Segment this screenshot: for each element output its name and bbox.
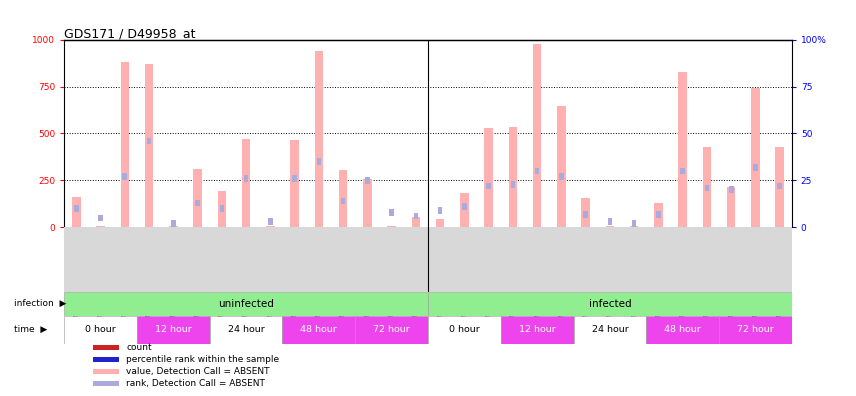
Bar (242, 139, 250, 227)
Bar (98, 215, 103, 221)
Text: 24 hour: 24 hour (228, 325, 265, 334)
Text: 12 hour: 12 hour (519, 325, 556, 334)
Bar (557, 106, 566, 227)
Text: time  ▶: time ▶ (14, 325, 47, 334)
Bar (72, 197, 80, 227)
Bar (145, 64, 153, 227)
Bar (501, 316, 574, 344)
Bar (290, 140, 299, 227)
Bar (533, 44, 541, 227)
Bar (776, 147, 784, 227)
Bar (93, 345, 119, 350)
Text: 0 hour: 0 hour (86, 325, 116, 334)
Bar (486, 183, 491, 189)
Bar (137, 316, 210, 344)
Bar (461, 192, 468, 227)
Text: 12 hour: 12 hour (155, 325, 192, 334)
Text: rank, Detection Call = ABSENT: rank, Detection Call = ABSENT (126, 379, 265, 388)
Bar (428, 292, 792, 316)
Text: uninfected: uninfected (218, 299, 274, 309)
Bar (510, 181, 515, 188)
Bar (146, 137, 152, 145)
Bar (719, 316, 792, 344)
Bar (436, 219, 444, 227)
Bar (389, 209, 394, 216)
Bar (121, 62, 129, 227)
Bar (93, 369, 119, 374)
Bar (608, 218, 612, 225)
Bar (581, 198, 590, 227)
Bar (193, 169, 202, 227)
Bar (171, 220, 175, 227)
Text: 72 hour: 72 hour (373, 325, 410, 334)
Bar (462, 203, 467, 210)
Bar (217, 191, 226, 227)
Bar (93, 357, 119, 362)
Bar (412, 217, 420, 227)
Text: value, Detection Call = ABSENT: value, Detection Call = ABSENT (126, 367, 270, 376)
Text: percentile rank within the sample: percentile rank within the sample (126, 355, 279, 364)
Bar (413, 213, 419, 219)
Bar (64, 316, 137, 344)
Bar (535, 168, 539, 174)
Bar (268, 218, 273, 225)
Bar (703, 147, 711, 227)
Bar (704, 185, 710, 191)
Bar (679, 72, 687, 227)
Bar (292, 175, 297, 182)
Text: 0 hour: 0 hour (449, 325, 479, 334)
Text: GDS171 / D49958_at: GDS171 / D49958_at (64, 27, 196, 40)
Bar (210, 316, 282, 344)
Bar (583, 211, 588, 217)
Bar (728, 187, 734, 193)
Bar (646, 316, 719, 344)
Bar (484, 128, 493, 227)
Bar (559, 173, 564, 180)
Bar (363, 179, 372, 227)
Bar (632, 220, 637, 227)
Bar (219, 205, 224, 212)
Bar (317, 158, 321, 165)
Bar (341, 198, 346, 204)
Text: 24 hour: 24 hour (591, 325, 628, 334)
Bar (437, 207, 443, 214)
Bar (244, 175, 248, 182)
Bar (339, 170, 348, 227)
Bar (93, 381, 119, 386)
Text: infected: infected (589, 299, 631, 309)
Bar (727, 187, 735, 227)
Bar (508, 127, 517, 227)
Text: 72 hour: 72 hour (737, 325, 774, 334)
Text: 48 hour: 48 hour (300, 325, 337, 334)
Bar (656, 211, 661, 217)
Bar (315, 51, 323, 227)
Bar (428, 316, 501, 344)
Bar (777, 183, 782, 189)
Bar (365, 177, 370, 184)
Bar (64, 292, 428, 316)
Bar (753, 164, 758, 171)
Bar (74, 205, 79, 212)
Bar (122, 173, 128, 180)
Text: count: count (126, 343, 152, 352)
Text: 48 hour: 48 hour (664, 325, 701, 334)
Text: infection  ▶: infection ▶ (14, 299, 67, 308)
Bar (195, 200, 200, 206)
Bar (752, 88, 759, 227)
Bar (654, 203, 663, 227)
Bar (355, 316, 428, 344)
Bar (574, 316, 646, 344)
Bar (681, 168, 685, 174)
Bar (282, 316, 355, 344)
